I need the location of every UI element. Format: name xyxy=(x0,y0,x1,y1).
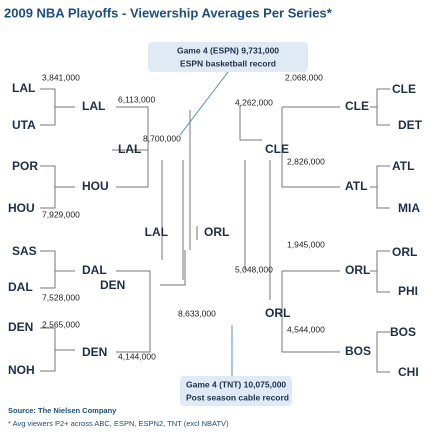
team-label: ORL xyxy=(392,245,417,259)
team-label: LAL xyxy=(118,142,141,156)
viewership-label: 6,113,000 xyxy=(118,94,155,104)
viewership-label: 8,633,000 xyxy=(178,308,216,318)
team-label: SAS xyxy=(12,244,37,258)
team-label: NOH xyxy=(8,363,35,377)
team-label: ORL xyxy=(345,263,370,277)
team-label: ORL xyxy=(265,306,290,320)
team-label: LAL xyxy=(12,81,35,95)
team-label: CHI xyxy=(398,365,419,379)
team-label: HOU xyxy=(82,179,109,193)
title: 2009 NBA Playoffs - Viewership Averages … xyxy=(4,5,333,20)
viewership-label: 2,068,000 xyxy=(285,72,323,82)
viewership-label: 5,048,000 xyxy=(235,264,273,274)
team-label: DEN xyxy=(8,320,33,334)
team-label: PHI xyxy=(398,284,418,298)
team-label: DAL xyxy=(8,280,33,294)
team-label: CLE xyxy=(345,99,369,113)
callout-box xyxy=(148,42,308,72)
viewership-label: 4,544,000 xyxy=(287,324,325,334)
callout-text: Post season cable record xyxy=(186,392,289,402)
viewership-label: 3,841,000 xyxy=(42,72,80,82)
viewership-label: 4,144,000 xyxy=(118,351,156,361)
footnote: * Avg viewers P2+ across ABC, ESPN, ESPN… xyxy=(8,419,229,428)
team-label: HOU xyxy=(8,201,35,215)
viewership-label: 2,826,000 xyxy=(287,156,325,166)
bracket-lines xyxy=(40,88,390,373)
viewership-label: 4,262,000 xyxy=(235,97,273,107)
team-label: ATL xyxy=(345,179,367,193)
callout-text: Game 4 (TNT) 10,075,000 xyxy=(186,379,286,389)
team-label: BOS xyxy=(390,325,416,339)
source: Source: The Nielsen Company xyxy=(8,406,117,415)
team-label: DEN xyxy=(82,345,107,359)
finals-team: LAL xyxy=(145,225,168,239)
team-label: POR xyxy=(12,159,38,173)
finals-team: ORL xyxy=(204,225,229,239)
team-label: ATL xyxy=(392,159,414,173)
callout-text: Game 4 (ESPN) 9,731,000 xyxy=(177,45,279,55)
team-label: LAL xyxy=(82,99,105,113)
team-label: CLE xyxy=(265,142,289,156)
team-label: DAL xyxy=(82,263,107,277)
team-label: BOS xyxy=(345,344,371,358)
viewership-label: 1,945,000 xyxy=(287,239,325,249)
viewership-label: 7,929,000 xyxy=(42,209,80,219)
team-label: CLE xyxy=(392,82,416,96)
team-label: MIA xyxy=(398,201,420,215)
team-label: DET xyxy=(398,118,423,132)
callout-box xyxy=(180,376,292,406)
team-label: UTA xyxy=(12,118,36,132)
viewership-label: 2,565,000 xyxy=(42,319,80,329)
viewership-label: 8,700,000 xyxy=(143,133,181,143)
callout-text: ESPN basketball record xyxy=(180,58,276,68)
viewership-label: 7,528,000 xyxy=(42,292,80,302)
callout-pointer xyxy=(179,71,229,136)
team-label: DEN xyxy=(100,278,125,292)
